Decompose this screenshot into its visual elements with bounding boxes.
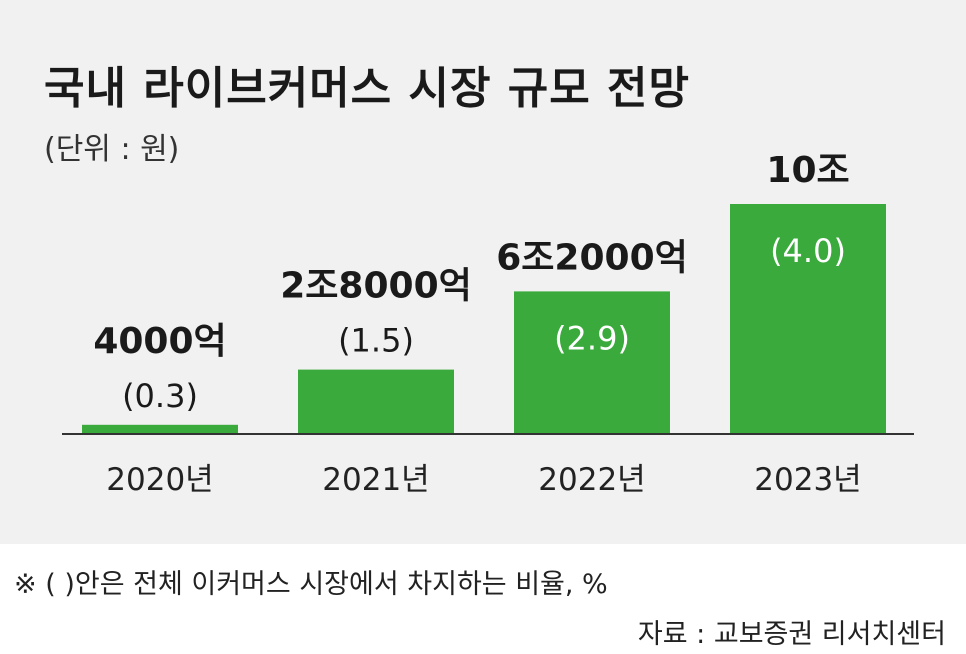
footnote: ※ ( )안은 전체 이커머스 시장에서 차지하는 비율, % (14, 569, 608, 600)
chart-title: 국내 라이브커머스 시장 규모 전망 (44, 63, 690, 114)
value-label: 10조 (766, 150, 849, 191)
value-label: 6조2000억 (496, 237, 687, 278)
bar-2020년 (82, 424, 238, 434)
share-label: (0.3) (122, 377, 198, 415)
unit-label: (단위 : 원) (44, 132, 180, 167)
share-label: (2.9) (554, 319, 630, 357)
x-tick-label: 2021년 (322, 462, 429, 498)
share-label: (1.5) (338, 322, 414, 360)
value-label: 4000억 (93, 321, 226, 362)
bar-chart: (0.3) 4000억 2020년 (1.5) 2조8000억 2021년 (2.9) 6조2… (62, 150, 914, 498)
value-label: 2조8000억 (280, 266, 471, 307)
x-tick-label: 2022년 (538, 462, 645, 498)
x-tick-label: 2023년 (754, 462, 861, 498)
bar-2021년 (298, 369, 454, 434)
bar-2023년 (730, 204, 886, 434)
x-tick-label: 2020년 (106, 462, 213, 498)
bar-2022년 (514, 291, 670, 434)
source-note: 자료 : 교보증권 리서치센터 (637, 619, 946, 650)
share-label: (4.0) (770, 232, 846, 270)
